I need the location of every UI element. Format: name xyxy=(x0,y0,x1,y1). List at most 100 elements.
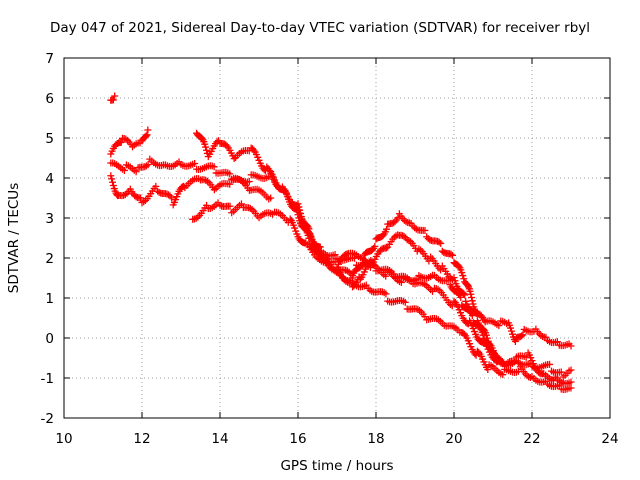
data-point xyxy=(109,96,117,104)
data-point xyxy=(210,163,218,171)
data-point xyxy=(397,278,405,286)
series-7 xyxy=(349,210,575,350)
data-point xyxy=(472,309,480,317)
data-point xyxy=(402,218,410,226)
data-point xyxy=(437,239,445,247)
data-point xyxy=(412,225,420,233)
data-point xyxy=(230,155,238,163)
plot-frame xyxy=(63,57,611,419)
data-point xyxy=(382,272,390,280)
y-tick-label: 1 xyxy=(45,291,54,307)
data-point xyxy=(421,227,429,235)
data-point xyxy=(144,161,152,169)
data-point xyxy=(324,255,332,263)
data-point xyxy=(484,337,492,345)
data-point xyxy=(537,331,545,339)
data-point xyxy=(168,194,176,202)
data-point xyxy=(140,198,148,206)
x-tick-label: 20 xyxy=(445,431,462,447)
data-point xyxy=(460,290,468,298)
data-point xyxy=(528,357,536,365)
data-point xyxy=(468,293,476,301)
data-point xyxy=(426,236,434,244)
data-point xyxy=(455,262,463,270)
data-point xyxy=(526,374,534,382)
data-point xyxy=(471,308,479,316)
data-point xyxy=(286,215,294,223)
x-tick-label: 14 xyxy=(211,431,228,447)
data-point xyxy=(202,143,210,151)
data-point xyxy=(383,225,391,233)
x-tick-label: 16 xyxy=(289,431,306,447)
data-point xyxy=(460,330,468,338)
data-point xyxy=(263,163,271,171)
x-tick-label: 18 xyxy=(367,431,384,447)
data-point xyxy=(203,146,210,154)
data-point xyxy=(308,236,316,244)
chart-title: Day 047 of 2021, Sidereal Day-to-day VTE… xyxy=(50,20,590,36)
data-point xyxy=(382,244,390,252)
data-point xyxy=(483,334,491,342)
data-point xyxy=(455,306,463,314)
data-point xyxy=(405,236,413,244)
data-point xyxy=(137,194,145,202)
data-point xyxy=(359,259,367,267)
data-point xyxy=(458,269,466,277)
data-point xyxy=(400,232,408,240)
data-point xyxy=(567,378,575,386)
data-point xyxy=(152,182,160,190)
data-point xyxy=(460,275,468,283)
data-point xyxy=(437,266,445,274)
data-point xyxy=(449,251,457,259)
data-point xyxy=(111,92,119,100)
data-point xyxy=(216,201,224,209)
x-tick-labels: 10 12 14 16 18 20 22 24 xyxy=(55,431,618,447)
x-tick-label: 22 xyxy=(523,431,540,447)
y-tick-label: 0 xyxy=(45,331,54,347)
data-point xyxy=(226,202,234,210)
data-point xyxy=(382,290,390,298)
data-point xyxy=(295,206,303,214)
series-2 xyxy=(107,155,275,203)
data-point xyxy=(129,143,137,151)
data-point xyxy=(447,250,455,258)
data-point xyxy=(165,191,173,199)
data-point xyxy=(203,177,211,185)
series-3 xyxy=(107,168,357,282)
data-point xyxy=(144,126,152,134)
data-point xyxy=(226,180,234,188)
y-tick-label: -2 xyxy=(41,411,54,427)
data-point xyxy=(468,297,476,305)
data-point xyxy=(493,358,501,366)
data-point xyxy=(504,359,512,367)
data-point xyxy=(492,353,500,361)
y-tick-labels: -2 -1 0 1 2 3 4 5 6 7 xyxy=(41,51,54,427)
data-point xyxy=(226,170,234,178)
data-point xyxy=(542,333,550,341)
data-point xyxy=(117,138,125,146)
data-point xyxy=(567,384,575,392)
data-point xyxy=(464,282,472,290)
data-point xyxy=(567,342,575,350)
data-point xyxy=(450,274,458,282)
data-point xyxy=(245,178,253,186)
data-point xyxy=(519,331,527,339)
data-point xyxy=(268,172,276,180)
data-point xyxy=(467,290,475,298)
data-point xyxy=(461,291,469,299)
data-point xyxy=(394,214,402,222)
data-point xyxy=(435,238,443,246)
data-point xyxy=(371,242,379,250)
data-point xyxy=(549,377,557,385)
data-point xyxy=(417,246,425,254)
data-point xyxy=(121,191,129,199)
data-point xyxy=(451,277,459,285)
y-tick-label: 7 xyxy=(45,51,54,67)
x-axis-label: GPS time / hours xyxy=(280,458,393,474)
data-point xyxy=(518,332,526,340)
y-axis-label: SDTVAR / TECUs xyxy=(6,183,22,293)
data-point xyxy=(109,182,117,190)
data-point xyxy=(508,327,516,335)
data-point xyxy=(191,160,199,168)
data-point xyxy=(297,212,305,220)
